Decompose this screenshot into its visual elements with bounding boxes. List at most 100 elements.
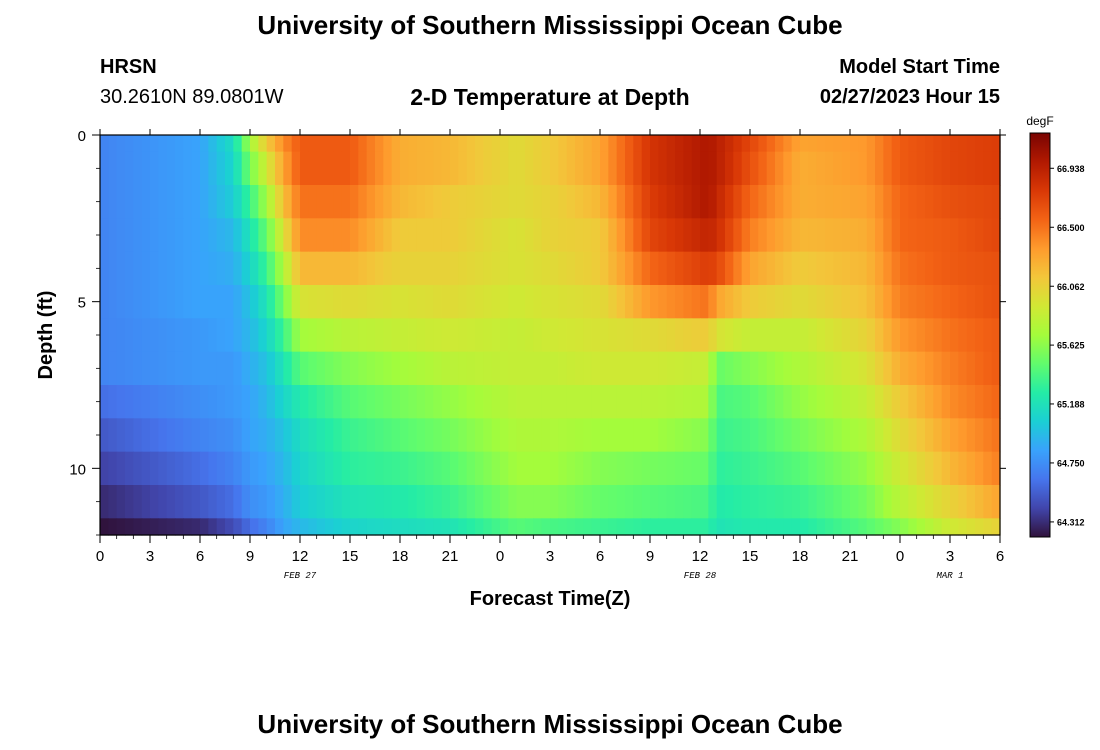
heatmap-cell	[733, 485, 743, 519]
heatmap-cell	[933, 451, 943, 486]
heatmap-cell	[825, 351, 834, 386]
heatmap-cell	[725, 218, 734, 253]
heatmap-cell	[200, 351, 209, 386]
colorbar-tick-label: 66.062	[1057, 282, 1085, 292]
heatmap-cell	[808, 218, 818, 253]
heatmap-cell	[583, 135, 593, 153]
heatmap-cell	[125, 351, 134, 386]
heatmap-cell	[891, 135, 901, 153]
heatmap-cell	[816, 318, 826, 353]
heatmap-cell	[383, 135, 393, 153]
heatmap-cell	[208, 218, 218, 253]
heatmap-cell	[858, 218, 868, 253]
heatmap-cell	[866, 385, 876, 419]
heatmap-cell	[441, 318, 451, 353]
heatmap-cell	[775, 385, 784, 419]
heatmap-cell	[150, 251, 159, 286]
heatmap-cell	[558, 285, 568, 319]
heatmap-cell	[966, 218, 976, 253]
colorbar-gradient	[1029, 132, 1051, 538]
heatmap-cell	[875, 151, 884, 186]
heatmap-cell	[983, 485, 993, 519]
heatmap-cell	[816, 351, 826, 386]
heatmap-cell	[775, 418, 784, 453]
heatmap-cell	[133, 185, 143, 219]
heatmap-cell	[675, 418, 684, 453]
heatmap-cell	[825, 485, 834, 519]
heatmap-cell	[283, 351, 293, 386]
heatmap-cell	[458, 451, 468, 486]
heatmap-cell	[250, 385, 259, 419]
heatmap-cell	[300, 485, 309, 519]
heatmap-cell	[458, 351, 468, 386]
heatmap-cell	[858, 485, 868, 519]
heatmap-cell	[275, 518, 284, 536]
heatmap-cell	[833, 218, 843, 253]
heatmap-cell	[441, 135, 451, 153]
x-tick-label: 9	[246, 548, 254, 565]
x-tick-label: 9	[646, 548, 654, 565]
heatmap-cell	[850, 185, 859, 219]
heatmap-cell	[575, 418, 584, 453]
heatmap-cell	[450, 285, 459, 319]
heatmap-cell	[633, 218, 643, 253]
heatmap-cell	[500, 251, 509, 286]
heatmap-cell	[291, 218, 301, 253]
heatmap-cell	[791, 185, 801, 219]
heatmap-cell	[316, 285, 326, 319]
heatmap-cell	[425, 351, 434, 386]
heatmap-cell	[525, 318, 534, 353]
heatmap-cell	[400, 285, 409, 319]
heatmap-cell	[283, 185, 293, 219]
heatmap-cell	[425, 318, 434, 353]
heatmap-cell	[591, 185, 601, 219]
heatmap-cell	[291, 318, 301, 353]
heatmap-cell	[416, 318, 426, 353]
heatmap-cell	[358, 451, 368, 486]
chart-title: University of Southern Mississippi Ocean…	[257, 10, 843, 40]
heatmap-cell	[183, 151, 193, 186]
heatmap-cell	[308, 151, 318, 186]
heatmap-cell	[775, 451, 784, 486]
heatmap-cell	[941, 185, 951, 219]
heatmap-cell	[341, 518, 351, 536]
heatmap-cell	[633, 451, 643, 486]
heatmap-cell	[291, 251, 301, 286]
heatmap-cell	[191, 285, 201, 319]
heatmap-cell	[966, 318, 976, 353]
heatmap-cell	[425, 218, 434, 253]
heatmap-cell	[691, 185, 701, 219]
heatmap-cell	[491, 485, 501, 519]
heatmap-cell	[758, 151, 768, 186]
heatmap-cell	[383, 251, 393, 286]
heatmap-cell	[333, 518, 343, 536]
heatmap-cell	[183, 318, 193, 353]
heatmap-cell	[641, 218, 651, 253]
heatmap-cell	[258, 451, 268, 486]
heatmap-cell	[800, 318, 809, 353]
heatmap-cell	[216, 251, 226, 286]
heatmap-cell	[875, 351, 884, 386]
heatmap-cell	[983, 351, 993, 386]
heatmap-cell	[175, 285, 184, 319]
heatmap-cell	[900, 518, 909, 536]
heatmap-cell	[800, 385, 809, 419]
heatmap-cell	[241, 518, 251, 536]
heatmap-cell	[241, 351, 251, 386]
heatmap-cell	[750, 385, 759, 419]
heatmap-cell	[600, 385, 609, 419]
heatmap-cell	[458, 418, 468, 453]
heatmap-cell	[883, 518, 893, 536]
heatmap-cell	[875, 318, 884, 353]
heatmap-cell	[650, 185, 659, 219]
heatmap-cell	[716, 451, 726, 486]
heatmap-cell	[483, 485, 493, 519]
heatmap-cell	[225, 318, 234, 353]
heatmap-cell	[858, 418, 868, 453]
heatmap-cell	[133, 385, 143, 419]
heatmap-cell	[316, 185, 326, 219]
heatmap-cells	[100, 135, 1001, 536]
heatmap-cell	[508, 251, 518, 286]
heatmap-cell	[833, 135, 843, 153]
heatmap-cell	[208, 451, 218, 486]
